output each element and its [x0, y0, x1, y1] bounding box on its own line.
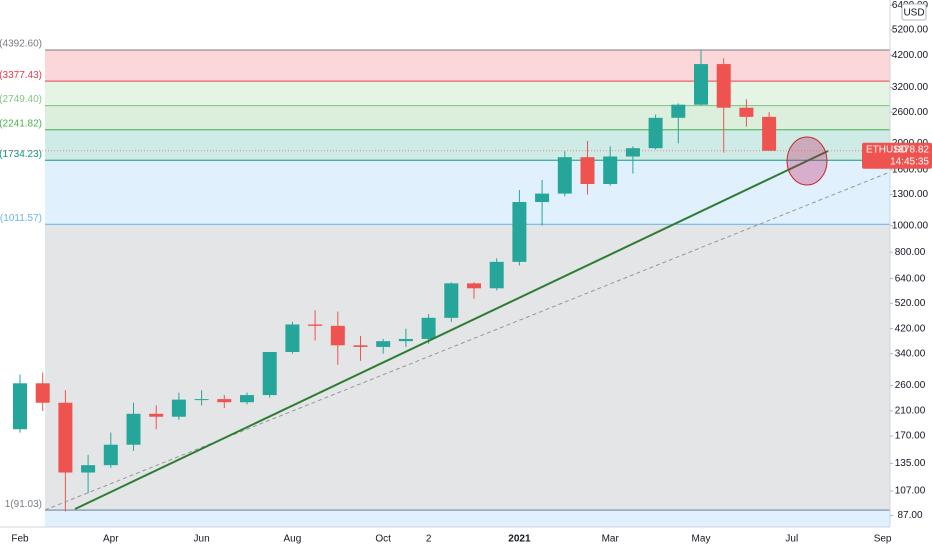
- y-tick-label: 135.00: [895, 458, 926, 469]
- y-tick-label: 4200.00: [892, 50, 929, 61]
- candle-body: [194, 399, 209, 401]
- candle-body: [625, 148, 640, 157]
- y-tick-label: 107.00: [895, 486, 926, 497]
- candle-body: [694, 64, 708, 105]
- x-tick-label: Mar: [602, 534, 620, 545]
- candle-body: [217, 399, 232, 403]
- candle-body: [421, 317, 436, 339]
- candle-body: [103, 444, 118, 466]
- candles: [13, 50, 777, 512]
- highlight-circle[interactable]: [786, 136, 828, 186]
- fib-extension-zone: [45, 509, 890, 527]
- candle-body: [467, 283, 481, 289]
- y-tick-label: 210.00: [895, 406, 926, 417]
- candle-body: [716, 64, 731, 108]
- candle-body: [171, 399, 186, 417]
- candle-body: [35, 383, 50, 403]
- candle-body: [512, 202, 527, 262]
- candle-body: [353, 345, 368, 347]
- x-tick-label: Sep: [874, 534, 892, 545]
- candle-body: [444, 283, 459, 318]
- candle-body: [81, 465, 96, 473]
- symbol-label: ETHUSD: [866, 144, 907, 155]
- candle-body: [671, 104, 686, 118]
- x-tick-label: Jun: [194, 534, 210, 545]
- candle-body: [648, 117, 663, 149]
- candle-body: [376, 341, 391, 347]
- fib-level-label: 0(4392.60): [0, 39, 42, 50]
- fib-level-label: 0.786(1011.57): [0, 213, 42, 224]
- y-tick-label: 1600.00: [892, 164, 929, 175]
- candle-body: [739, 107, 754, 117]
- candle-body: [149, 413, 164, 417]
- currency: USD: [903, 8, 924, 19]
- candle-body: [285, 324, 300, 352]
- candle-body: [762, 116, 777, 151]
- y-tick-label: 2600.00: [892, 107, 929, 118]
- candle-body: [580, 157, 595, 185]
- fib-zone: [45, 81, 890, 106]
- y-tick-label: 260.00: [895, 380, 926, 391]
- x-tick-label: Oct: [375, 534, 391, 545]
- y-tick-label: 5200.00: [892, 25, 929, 36]
- x-tick-label: Apr: [103, 534, 119, 545]
- y-tick-label: 87.00: [897, 510, 922, 521]
- candle-body: [489, 261, 504, 289]
- fib-zone: [45, 49, 890, 82]
- candle-body: [262, 351, 277, 396]
- x-tick-label: Aug: [284, 534, 302, 545]
- candle-body: [240, 395, 254, 403]
- y-tick-label: 800.00: [895, 247, 926, 258]
- fib-level-label: 0.382(2749.40): [0, 94, 42, 105]
- x-tick-label: May: [692, 534, 711, 545]
- y-tick-label: 1300.00: [892, 189, 929, 200]
- candle-body: [398, 338, 413, 342]
- last-price-box: [862, 142, 932, 169]
- x-tick-label: Feb: [11, 534, 29, 545]
- candle-body: [126, 413, 141, 445]
- currency-box[interactable]: [901, 3, 927, 21]
- candle-body: [58, 402, 73, 473]
- fib-zone: [45, 224, 890, 511]
- candle-body: [13, 383, 27, 430]
- y-tick-label: 170.00: [895, 431, 926, 442]
- countdown-label: 14:45:35: [890, 156, 929, 167]
- y-tick-label: 340.00: [895, 348, 926, 359]
- fib-zones: 0(4392.60) 0.236(3377.43) 0.382(2749.40) 0.…: [0, 39, 890, 511]
- candle-body: [330, 325, 345, 346]
- x-tick-label: Jul: [785, 534, 798, 545]
- y-tick-label: 1000.00: [892, 220, 929, 231]
- fib-level-label: 0.236(3377.43): [0, 70, 42, 81]
- y-tick-label: 420.00: [895, 323, 926, 334]
- y-tick-label: 3200.00: [892, 82, 929, 93]
- fib-zone: [45, 129, 890, 161]
- x-tick-label: 2021: [508, 534, 531, 545]
- candle-body: [535, 193, 550, 203]
- fib-level-label: 0.618(1734.23): [0, 149, 42, 160]
- candle-body: [603, 156, 618, 185]
- x-tick-label: 2: [426, 534, 432, 545]
- y-tick-label: 520.00: [895, 298, 926, 309]
- candle-body: [557, 157, 572, 194]
- fib-level-label: 0.5(2241.82): [0, 118, 42, 129]
- fib-zone: [45, 160, 890, 225]
- candle-body: [308, 324, 323, 326]
- last-price-label: 1878.82: [893, 144, 930, 155]
- dashed-trend-line[interactable]: [44, 171, 891, 511]
- y-tick-label: 640.00: [895, 273, 926, 284]
- trend-line[interactable]: [74, 150, 829, 510]
- fib-level-label: 1(91.03): [5, 499, 42, 510]
